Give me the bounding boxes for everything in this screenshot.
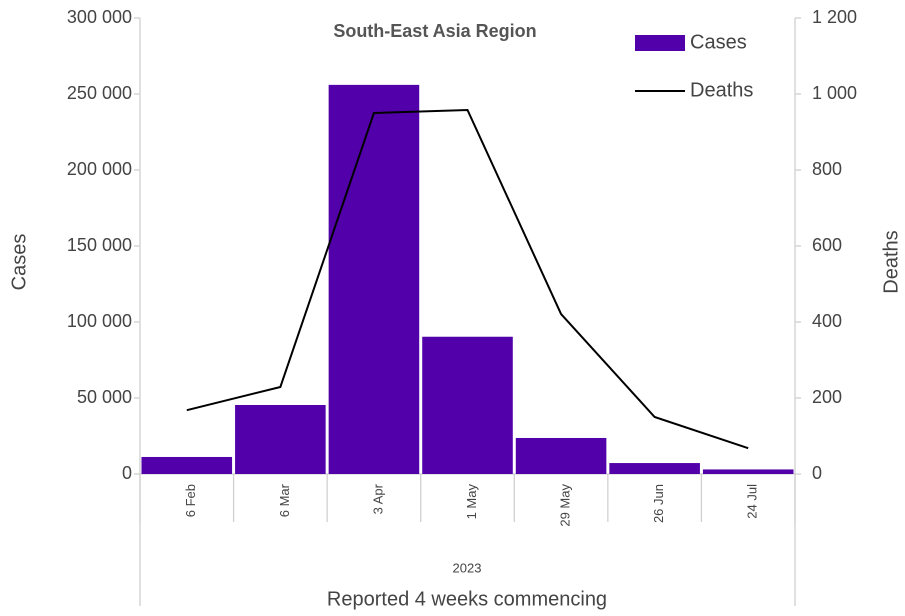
x-tick-label: 26 Jun [651,484,666,523]
chart-title: South-East Asia Region [333,21,536,41]
y-tick-label: 250 000 [67,83,132,103]
x-tick-label: 24 Jul [745,484,760,519]
legend-label: Deaths [690,79,753,101]
bar [515,437,607,474]
deaths-line [186,108,749,450]
legend-label: Cases [690,31,747,53]
x-tick-label: 6 Mar [277,483,292,517]
y2-tick-label: 800 [812,159,842,179]
y2-axis-title: Deaths [880,230,902,293]
y-tick-label: 0 [122,463,132,483]
x-tick-label: 29 May [558,484,573,527]
bar [422,336,513,474]
legend-swatch [635,35,685,51]
bar [328,84,420,474]
x-tick-label: 1 May [464,484,479,520]
y2-tick-label: 200 [812,387,842,407]
x-axis-title: Reported 4 weeks commencing [327,588,607,610]
y-tick-label: 200 000 [67,159,132,179]
y-tick-label: 50 000 [77,387,132,407]
bar [141,456,233,474]
bar [609,463,700,474]
y2-tick-label: 400 [812,311,842,331]
y-axis-title: Cases [8,234,30,291]
y2-tick-label: 600 [812,235,842,255]
bar [702,469,794,474]
x-tick-label: 6 Feb [183,484,198,517]
y2-tick-label: 1 200 [812,7,857,27]
y2-tick-label: 0 [812,463,822,483]
x-group-label: 2023 [453,560,482,575]
bar [235,404,326,474]
y-tick-label: 100 000 [67,311,132,331]
x-tick-label: 3 Apr [370,483,385,514]
y-tick-label: 150 000 [67,235,132,255]
y2-tick-label: 1 000 [812,83,857,103]
y-tick-label: 300 000 [67,7,132,27]
